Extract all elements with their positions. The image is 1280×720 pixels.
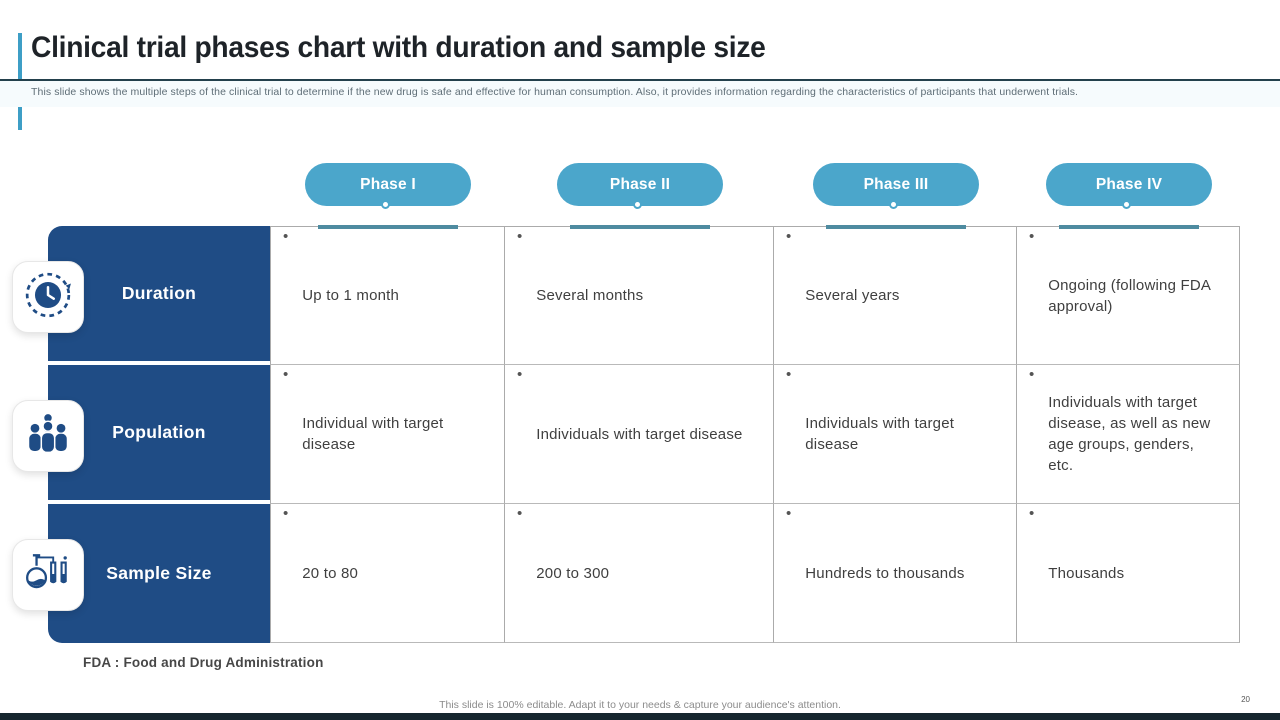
cell-text: 20 to 80 [302,564,359,582]
cell-text: Thousands [1048,564,1125,582]
phase-2-pill[interactable]: Phase II [557,163,723,206]
phase-2-connector-dot [633,200,642,209]
bullet-icon: • [1029,505,1035,522]
phase-4-pill[interactable]: Phase IV [1046,163,1212,206]
phase-3-pill[interactable]: Phase III [813,163,979,206]
fda-footnote: FDA : Food and Drug Administration [83,655,324,670]
bullet-icon: • [786,366,792,383]
cell-text: Individual with target disease [302,415,444,453]
bullet-icon: • [1029,366,1035,383]
phase-4-underline [1059,225,1199,229]
cell-sample-phase3: • Hundreds to thousands [774,504,1017,643]
phase-2-underline [570,225,710,229]
bullet-icon: • [283,505,289,522]
cell-duration-phase4: • Ongoing (following FDA approval) [1017,226,1240,365]
row-header-duration: Duration [48,226,270,365]
cell-text: Ongoing (following FDA approval) [1048,276,1211,315]
bullet-icon: • [283,228,289,245]
subtitle-band [0,81,1280,107]
cell-text: Hundreds to thousands [805,564,965,582]
cell-text: Individuals with target disease [536,425,743,443]
phase-1-pill[interactable]: Phase I [305,163,471,206]
clinical-trial-table: Duration • Up to 1 month • Several month… [48,226,1240,643]
cell-population-phase1: • Individual with target disease [270,365,505,504]
cell-text: Several years [805,287,900,304]
cell-text: Up to 1 month [302,287,400,304]
cell-duration-phase1: • Up to 1 month [270,226,505,365]
clock-duration-icon [23,270,73,325]
cell-text: Individuals with target disease [805,415,955,453]
cell-duration-phase3: • Several years [774,226,1017,365]
bullet-icon: • [517,228,523,245]
row-header-population: Population [48,365,270,504]
lab-flask-icon [23,548,73,603]
phase-3-underline [826,225,966,229]
duration-icon-card [12,261,84,333]
phase-1-underline [318,225,458,229]
bullet-icon: • [786,228,792,245]
cell-duration-phase2: • Several months [505,226,774,365]
phase-3-connector-dot [889,200,898,209]
population-icon-card [12,400,84,472]
bullet-icon: • [786,505,792,522]
editable-footer-note: This slide is 100% editable. Adapt it to… [439,699,841,711]
cell-population-phase2: • Individuals with target disease [505,365,774,504]
cell-text: Individuals with target disease, as well… [1048,394,1211,474]
cell-population-phase3: • Individuals with target disease [774,365,1017,504]
page-number: 20 [1241,695,1250,704]
bullet-icon: • [1029,228,1035,245]
phase-4-connector-dot [1122,200,1131,209]
header-divider [0,79,1280,81]
phase-1-connector-dot [381,200,390,209]
cell-text: Several months [536,287,644,304]
cell-text: 200 to 300 [536,564,610,582]
row-header-sample-size: Sample Size [48,504,270,643]
bullet-icon: • [517,505,523,522]
page-title: Clinical trial phases chart with duratio… [31,31,766,64]
bottom-bar [0,713,1280,720]
cell-sample-phase2: • 200 to 300 [505,504,774,643]
cell-sample-phase4: • Thousands [1017,504,1240,643]
people-group-icon [23,409,73,464]
sample-size-icon-card [12,539,84,611]
cell-population-phase4: • Individuals with target disease, as we… [1017,365,1240,504]
bullet-icon: • [283,366,289,383]
bullet-icon: • [517,366,523,383]
cell-sample-phase1: • 20 to 80 [270,504,505,643]
slide-subtitle: This slide shows the multiple steps of t… [31,86,1079,98]
